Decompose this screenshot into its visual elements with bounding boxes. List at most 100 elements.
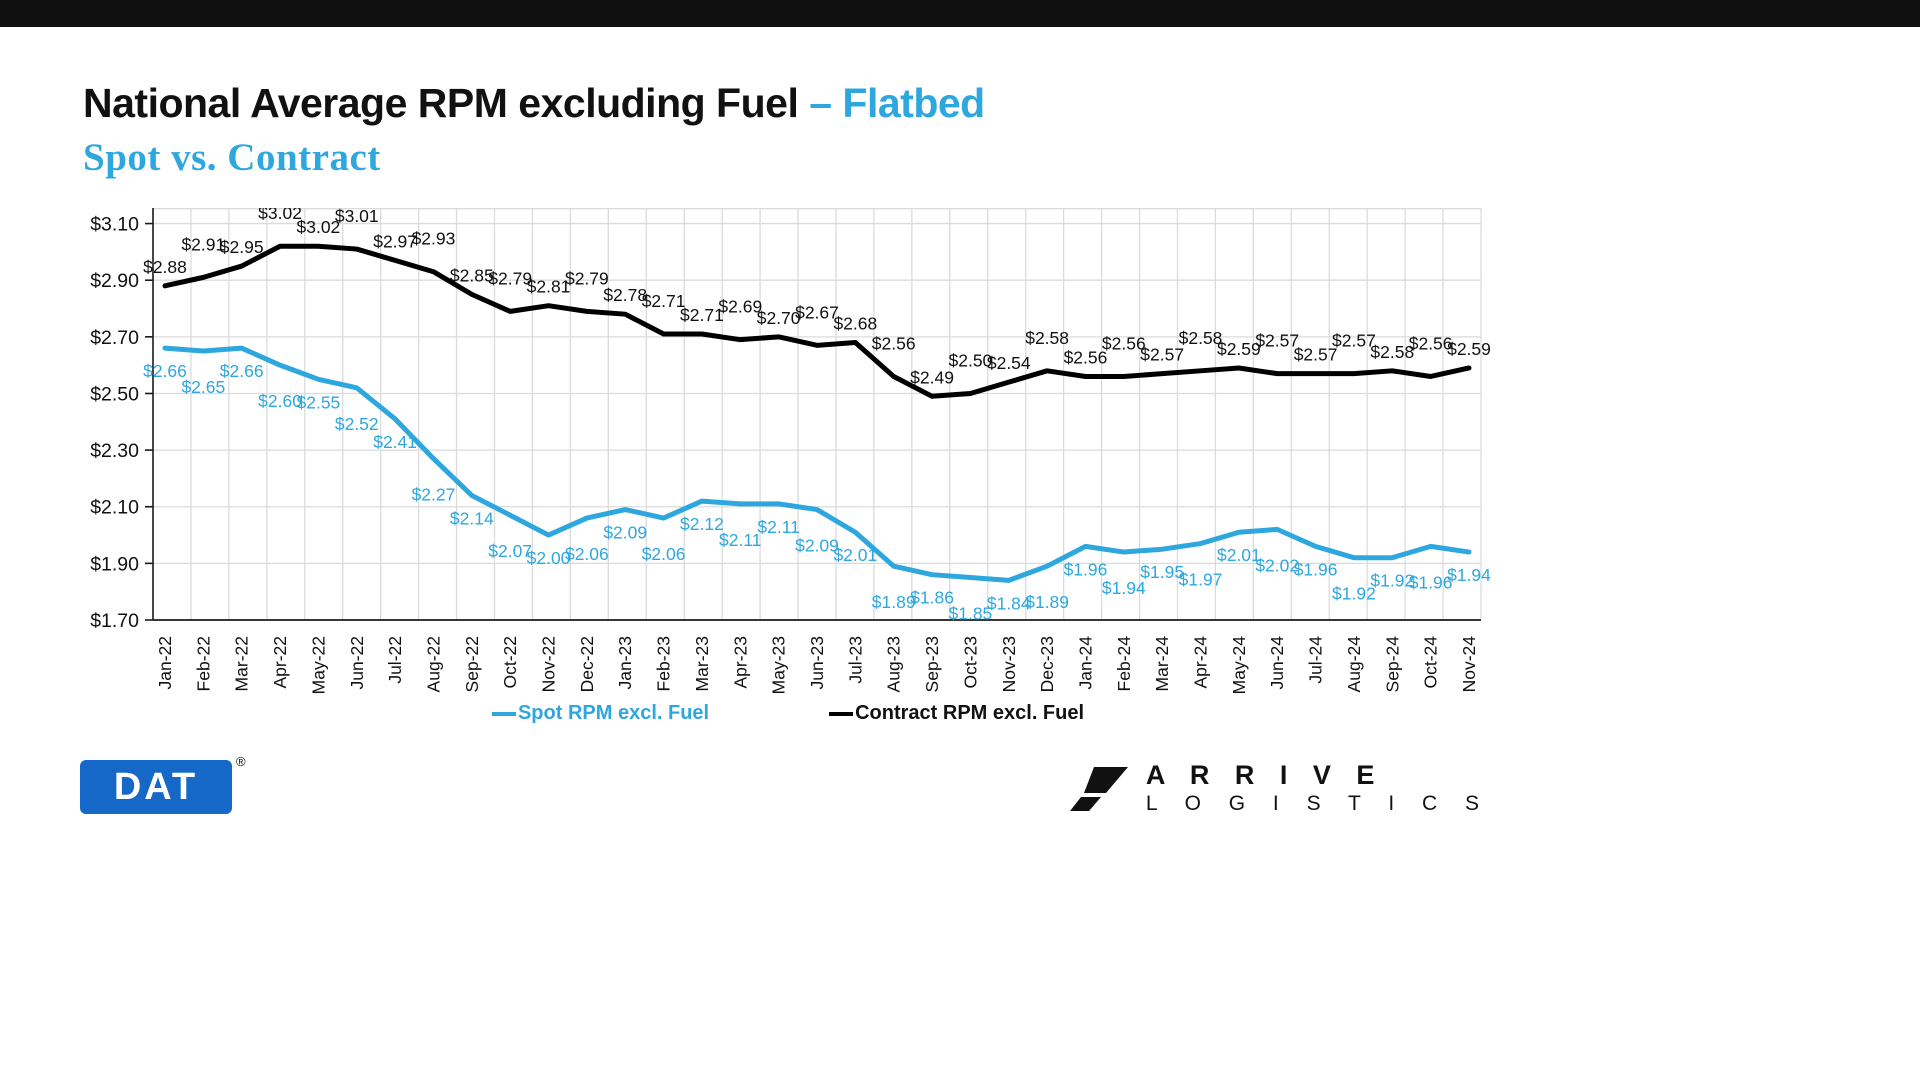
svg-text:$2.10: $2.10: [90, 497, 139, 519]
svg-text:$2.56: $2.56: [1064, 347, 1108, 367]
legend-item-contract: Contract RPM excl. Fuel: [829, 702, 1084, 725]
svg-text:$1.90: $1.90: [90, 553, 139, 575]
arrive-logo-mark-icon: [1069, 767, 1128, 811]
page-title-main: National Average RPM excluding Fuel: [83, 80, 810, 126]
svg-text:$2.59: $2.59: [1447, 339, 1491, 359]
dat-registered-mark: ®: [236, 754, 246, 769]
svg-text:Jun-24: Jun-24: [1267, 636, 1287, 690]
svg-text:$2.56: $2.56: [872, 333, 916, 353]
svg-text:$2.07: $2.07: [488, 541, 532, 561]
svg-text:Mar-22: Mar-22: [232, 636, 252, 691]
svg-text:Aug-22: Aug-22: [423, 636, 443, 692]
svg-text:$2.68: $2.68: [833, 314, 877, 334]
svg-text:$1.96: $1.96: [1064, 559, 1108, 579]
svg-text:$2.06: $2.06: [565, 544, 609, 564]
svg-text:Dec-23: Dec-23: [1037, 636, 1057, 692]
legend-contract-label: Contract RPM excl. Fuel: [855, 702, 1085, 724]
svg-text:Aug-23: Aug-23: [884, 636, 904, 692]
svg-text:$1.85: $1.85: [949, 604, 993, 624]
svg-text:$2.57: $2.57: [1332, 331, 1376, 351]
svg-text:$1.86: $1.86: [910, 588, 954, 608]
svg-text:$2.71: $2.71: [642, 291, 686, 311]
svg-text:$2.41: $2.41: [373, 432, 417, 452]
dat-logo-text: DAT: [113, 765, 199, 808]
svg-text:$2.79: $2.79: [565, 268, 609, 288]
svg-text:Oct-22: Oct-22: [500, 636, 520, 689]
svg-text:Dec-22: Dec-22: [577, 636, 597, 692]
svg-text:Aug-24: Aug-24: [1344, 636, 1364, 693]
legend-spot-label: Spot RPM excl. Fuel: [517, 702, 710, 724]
svg-text:$2.11: $2.11: [757, 517, 800, 537]
svg-text:Jun-23: Jun-23: [807, 636, 827, 690]
svg-text:$2.58: $2.58: [1025, 328, 1069, 348]
svg-text:$2.02: $2.02: [1255, 555, 1299, 575]
svg-text:$2.79: $2.79: [488, 268, 532, 288]
svg-text:Nov-24: Nov-24: [1459, 636, 1479, 693]
svg-text:$2.78: $2.78: [603, 285, 647, 305]
svg-text:May-24: May-24: [1229, 636, 1249, 695]
dat-logo: DAT: [80, 760, 232, 814]
svg-text:$2.85: $2.85: [450, 265, 494, 285]
svg-text:Sep-22: Sep-22: [462, 636, 482, 692]
page-subtitle: Spot vs. Contract: [83, 136, 381, 179]
page-title: National Average RPM excluding Fuel – Fl…: [83, 80, 1920, 127]
svg-text:$2.60: $2.60: [258, 391, 302, 411]
svg-text:$2.81: $2.81: [527, 277, 571, 297]
svg-text:Sep-24: Sep-24: [1382, 636, 1402, 693]
svg-text:$2.56: $2.56: [1102, 333, 1146, 353]
svg-text:$2.52: $2.52: [335, 414, 379, 434]
svg-text:$2.71: $2.71: [680, 305, 724, 325]
svg-text:$1.70: $1.70: [90, 610, 139, 632]
svg-text:Jan-23: Jan-23: [615, 636, 635, 690]
top-black-bar: [0, 0, 1920, 27]
svg-text:$2.57: $2.57: [1255, 331, 1299, 351]
svg-text:$2.27: $2.27: [412, 485, 456, 505]
svg-text:$2.50: $2.50: [90, 383, 139, 405]
svg-text:Jul-23: Jul-23: [845, 636, 865, 684]
svg-text:$2.12: $2.12: [680, 514, 724, 534]
svg-text:$2.06: $2.06: [642, 544, 686, 564]
svg-text:Jan-24: Jan-24: [1075, 636, 1095, 690]
legend-item-spot: Spot RPM excl. Fuel: [491, 702, 710, 725]
svg-text:$1.94: $1.94: [1447, 565, 1491, 585]
arrive-logistics-logo: A R R I V E L O G I S T I C S: [1069, 762, 1490, 816]
svg-text:$2.91: $2.91: [181, 234, 225, 254]
svg-text:$2.66: $2.66: [143, 361, 187, 381]
svg-text:$2.93: $2.93: [412, 229, 456, 249]
page-footer: DAT ® A R R I V E L O G I S T I C S: [0, 752, 1920, 822]
svg-text:$1.96: $1.96: [1409, 572, 1453, 592]
svg-text:$2.88: $2.88: [143, 257, 187, 277]
svg-text:$2.70: $2.70: [757, 308, 801, 328]
svg-text:Apr-22: Apr-22: [270, 636, 290, 689]
svg-text:$1.84: $1.84: [987, 593, 1031, 613]
arrive-logo-line2: L O G I S T I C S: [1145, 792, 1490, 815]
arrive-logo-line1: A R R I V E: [1145, 760, 1384, 790]
svg-text:$2.57: $2.57: [1294, 345, 1338, 365]
svg-text:$2.66: $2.66: [220, 361, 264, 381]
svg-text:$1.89: $1.89: [1025, 592, 1069, 612]
svg-text:$2.50: $2.50: [949, 350, 993, 370]
svg-text:$2.00: $2.00: [527, 548, 571, 568]
svg-text:$2.70: $2.70: [90, 327, 139, 349]
svg-text:Apr-24: Apr-24: [1191, 636, 1211, 689]
svg-text:$2.65: $2.65: [181, 377, 225, 397]
svg-text:$3.02: $3.02: [297, 217, 341, 237]
svg-text:Feb-22: Feb-22: [193, 636, 213, 691]
contract-line-swatch-icon: [829, 711, 854, 716]
svg-text:Jun-22: Jun-22: [347, 636, 367, 690]
svg-text:May-22: May-22: [308, 636, 328, 694]
svg-text:$2.67: $2.67: [795, 302, 839, 322]
svg-text:$2.30: $2.30: [90, 440, 139, 462]
svg-text:$1.97: $1.97: [1179, 570, 1223, 590]
svg-text:$2.97: $2.97: [373, 231, 417, 251]
svg-text:$2.01: $2.01: [833, 545, 877, 565]
svg-text:$2.90: $2.90: [90, 270, 139, 292]
chart-legend: Spot RPM excl. Fuel Contract RPM excl. F…: [83, 702, 1493, 725]
svg-text:$2.95: $2.95: [220, 237, 264, 257]
spot-line-swatch-icon: [491, 711, 516, 716]
svg-text:$1.89: $1.89: [872, 592, 916, 612]
arrive-logo-text: A R R I V E L O G I S T I C S: [1146, 762, 1490, 816]
svg-text:$2.14: $2.14: [450, 508, 494, 528]
page-content: National Average RPM excluding Fuel – Fl…: [0, 80, 1920, 725]
svg-text:Sep-23: Sep-23: [922, 636, 942, 692]
